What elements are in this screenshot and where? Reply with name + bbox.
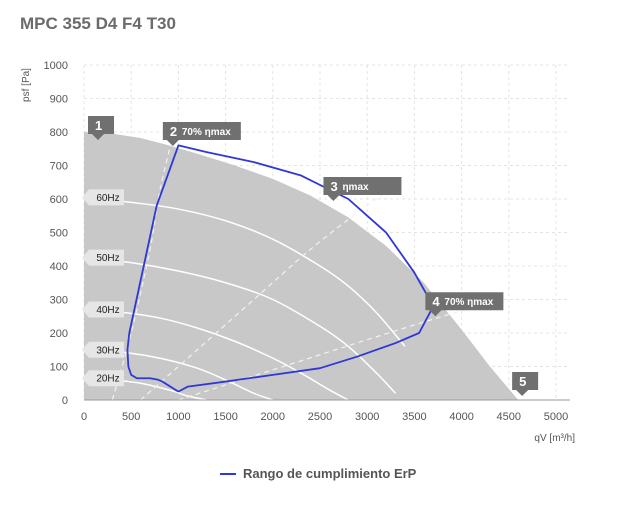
speed-tag-50hz <box>82 249 124 266</box>
speed-tag-60hz <box>82 189 124 206</box>
operating-envelope <box>84 132 519 400</box>
point-badge-2 <box>162 122 241 147</box>
speed-curve-60hz <box>83 196 406 347</box>
x-tick-label: 500 <box>122 411 140 423</box>
point-number-3: 3 <box>330 179 337 194</box>
fan-performance-chart: 0 500 1000 1500 2000 2500 3000 3500 4000 4500 5000… <box>21 60 575 444</box>
point-label-4: 70% ηmax <box>444 297 493 308</box>
legend-swatch-erp <box>220 472 236 475</box>
point-number-4: 4 <box>432 294 440 309</box>
y-tick-label: 600 <box>50 194 68 206</box>
labels: 60Hz 50Hz 40Hz 30Hz 20Hz 1 2 70% ηmax 3 ηmax 4 70% … <box>82 116 539 396</box>
speed-tag-40hz <box>82 301 124 318</box>
legend: Rango de cumplimiento ErP <box>220 466 416 481</box>
x-tick-label: 1500 <box>213 411 237 423</box>
y-tick-label: 800 <box>50 127 68 139</box>
efficiency-line-3 <box>178 298 500 401</box>
plot-area <box>83 131 519 401</box>
efficiency-line-2 <box>140 191 387 401</box>
point-badge-5 <box>512 372 539 396</box>
point-badge-3 <box>323 177 402 201</box>
operating-point-2: 2 70% ηmax <box>162 122 241 147</box>
point-label-3: ηmax <box>342 182 369 193</box>
y-tick-label: 900 <box>50 94 68 106</box>
efficiency-line-1 <box>111 131 175 401</box>
x-tick-label: 3500 <box>402 411 426 423</box>
operating-point-4: 4 70% ηmax <box>425 292 504 317</box>
y-tick-label: 0 <box>62 395 68 407</box>
operating-point-3: 3 ηmax <box>323 177 402 201</box>
legend-label-erp: Rango de cumplimiento ErP <box>243 466 417 481</box>
y-tick-label: 400 <box>50 261 68 273</box>
x-tick-label: 5000 <box>544 411 568 423</box>
x-tick-label: 1000 <box>166 411 190 423</box>
axes: 0 500 1000 1500 2000 2500 3000 3500 4000 4500 5000… <box>21 60 575 444</box>
speed-label-20hz: 20Hz <box>96 374 119 385</box>
x-tick-label: 3000 <box>355 411 379 423</box>
x-tick-label: 4500 <box>497 411 521 423</box>
chart-title: MPC 355 D4 F4 T30 <box>20 14 176 33</box>
y-tick-label: 100 <box>50 362 68 374</box>
speed-label-40hz: 40Hz <box>96 305 119 316</box>
speed-label-30hz: 30Hz <box>96 345 119 356</box>
point-number-2: 2 <box>170 124 177 139</box>
x-tick-label: 4000 <box>449 411 473 423</box>
operating-point-5: 5 <box>512 372 539 396</box>
y-tick-label: 200 <box>50 328 68 340</box>
y-tick-label: 1000 <box>44 60 68 72</box>
y-tick-label: 300 <box>50 295 68 307</box>
point-badge-1 <box>88 116 114 140</box>
point-number-1: 1 <box>95 118 102 133</box>
speed-label-60hz: 60Hz <box>96 193 119 204</box>
x-axis-label: qV [m³/h] <box>534 433 575 444</box>
speed-curve-50hz <box>83 256 397 394</box>
x-tick-label: 0 <box>81 411 87 423</box>
point-badge-4 <box>425 292 504 317</box>
point-label-2: 70% ηmax <box>182 127 231 138</box>
y-axis-label: psf [Pa] <box>21 68 32 102</box>
x-tick-label: 2000 <box>261 411 285 423</box>
x-tick-label: 2500 <box>308 411 332 423</box>
speed-tag-20hz <box>82 370 124 387</box>
y-tick-label: 700 <box>50 161 68 173</box>
speed-label-50hz: 50Hz <box>96 253 119 264</box>
erp-range-line <box>126 144 435 393</box>
point-number-5: 5 <box>519 374 526 389</box>
operating-point-1: 1 <box>88 116 114 140</box>
y-tick-label: 500 <box>50 228 68 240</box>
speed-tag-30hz <box>82 341 124 358</box>
